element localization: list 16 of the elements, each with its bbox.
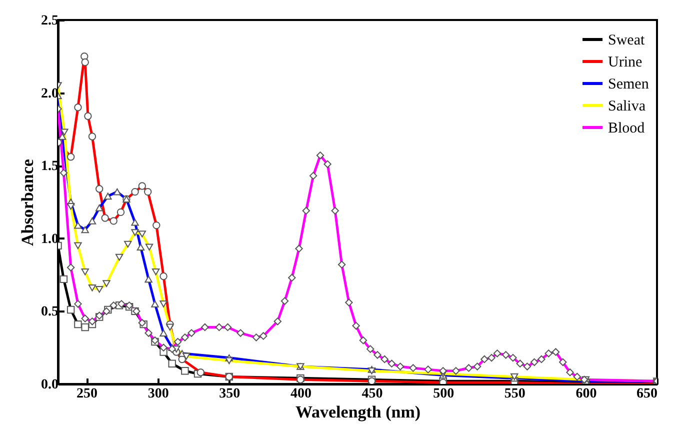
- legend-label: Sweat: [608, 32, 646, 48]
- legend-label: Semen: [608, 76, 650, 92]
- legend-label: Saliva: [608, 98, 646, 114]
- legend-label: Blood: [608, 120, 646, 136]
- x-tick-label: 450: [362, 386, 383, 402]
- y-axis-title: Absorbance: [18, 158, 37, 246]
- x-axis-title: Wavelength (nm): [295, 402, 421, 422]
- x-tick-label: 300: [148, 386, 169, 402]
- x-tick-label: 600: [576, 386, 597, 402]
- x-tick-label: 500: [433, 386, 454, 402]
- x-tick-label: 650: [636, 386, 658, 402]
- x-tick-label: 250: [76, 386, 98, 402]
- x-tick-label: 550: [504, 386, 526, 402]
- x-tick-label: 400: [290, 386, 312, 402]
- legend-label: Urine: [608, 54, 642, 70]
- x-tick-label: 350: [219, 386, 240, 402]
